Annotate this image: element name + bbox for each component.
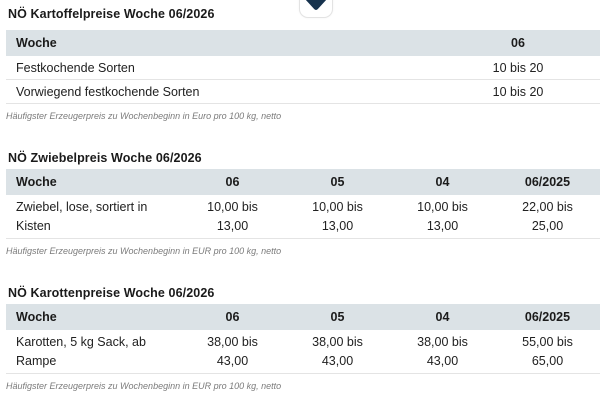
footnote: Häufigster Erzeugerpreis zu Wochenbeginn… — [6, 381, 282, 391]
table-header-row: Woche 06 — [6, 30, 600, 56]
arrow-down-icon — [306, 0, 326, 10]
header-label: Woche — [16, 310, 57, 324]
table-header-row: Woche 06 05 04 06/2025 — [6, 169, 600, 195]
section-title-row: NÖ Kartoffelpreise Woche 06/2026 — [0, 0, 600, 30]
table-row: Festkochende Sorten 10 bis 20 — [6, 56, 600, 80]
row-value: 38,00 bis 43,00 — [312, 334, 363, 368]
header-col: 04 — [435, 310, 450, 324]
section-kartoffelpreise: NÖ Kartoffelpreise Woche 06/2026 Woche 0… — [0, 0, 600, 121]
footnote: Häufigster Erzeugerpreis zu Wochenbeginn… — [6, 111, 282, 121]
header-col: 06/2025 — [524, 175, 571, 189]
kartoffel-table: Woche 06 Festkochende Sorten 10 bis 20 V… — [6, 30, 600, 104]
row-label: Festkochende Sorten — [16, 60, 135, 75]
row-value: 38,00 bis 43,00 — [207, 334, 258, 368]
header-col: 04 — [435, 175, 450, 189]
row-label: Vorwiegend festkochende Sorten — [16, 84, 200, 99]
header-col: 06/2025 — [524, 310, 571, 324]
section-title-row: NÖ Zwiebelpreis Woche 06/2026 — [0, 147, 600, 169]
table-row: Karotten, 5 kg Sack, ab Rampe 38,00 bis … — [6, 330, 600, 374]
header-col: 05 — [330, 310, 345, 324]
table-row: Vorwiegend festkochende Sorten 10 bis 20 — [6, 80, 600, 104]
row-value: 10 bis 20 — [492, 84, 544, 99]
row-value: 55,00 bis 65,00 — [522, 334, 573, 368]
section-zwiebelpreis: NÖ Zwiebelpreis Woche 06/2026 Woche 06 0… — [0, 147, 600, 256]
karotten-table: Woche 06 05 04 06/2025 Karotten, 5 kg Sa… — [6, 304, 600, 374]
row-label: Zwiebel, lose, sortiert in Kisten — [16, 199, 148, 233]
header-col: 06 — [225, 175, 240, 189]
header-label: Woche — [16, 175, 57, 189]
title-action-button[interactable] — [299, 0, 333, 18]
table-row: Zwiebel, lose, sortiert in Kisten 10,00 … — [6, 195, 600, 239]
footnote: Häufigster Erzeugerpreis zu Wochenbeginn… — [6, 246, 282, 256]
row-label: Karotten, 5 kg Sack, ab Rampe — [16, 334, 146, 368]
page-title: NÖ Kartoffelpreise Woche 06/2026 — [8, 7, 215, 21]
header-label: Woche — [16, 36, 57, 50]
row-value: 22,00 bis 25,00 — [522, 199, 573, 233]
row-value: 10,00 bis 13,00 — [207, 199, 258, 233]
section-title: NÖ Zwiebelpreis Woche 06/2026 — [8, 151, 202, 165]
row-value: 10 bis 20 — [492, 60, 544, 75]
section-title: NÖ Karottenpreise Woche 06/2026 — [8, 286, 215, 300]
header-col: 06 — [511, 36, 525, 50]
section-title-row: NÖ Karottenpreise Woche 06/2026 — [0, 282, 600, 304]
table-header-row: Woche 06 05 04 06/2025 — [6, 304, 600, 330]
row-value: 10,00 bis 13,00 — [312, 199, 363, 233]
header-col: 06 — [225, 310, 240, 324]
zwiebel-table: Woche 06 05 04 06/2025 Zwiebel, lose, so… — [6, 169, 600, 239]
row-value: 38,00 bis 43,00 — [417, 334, 468, 368]
header-col: 05 — [330, 175, 345, 189]
section-karottenpreise: NÖ Karottenpreise Woche 06/2026 Woche 06… — [0, 282, 600, 391]
row-value: 10,00 bis 13,00 — [417, 199, 468, 233]
